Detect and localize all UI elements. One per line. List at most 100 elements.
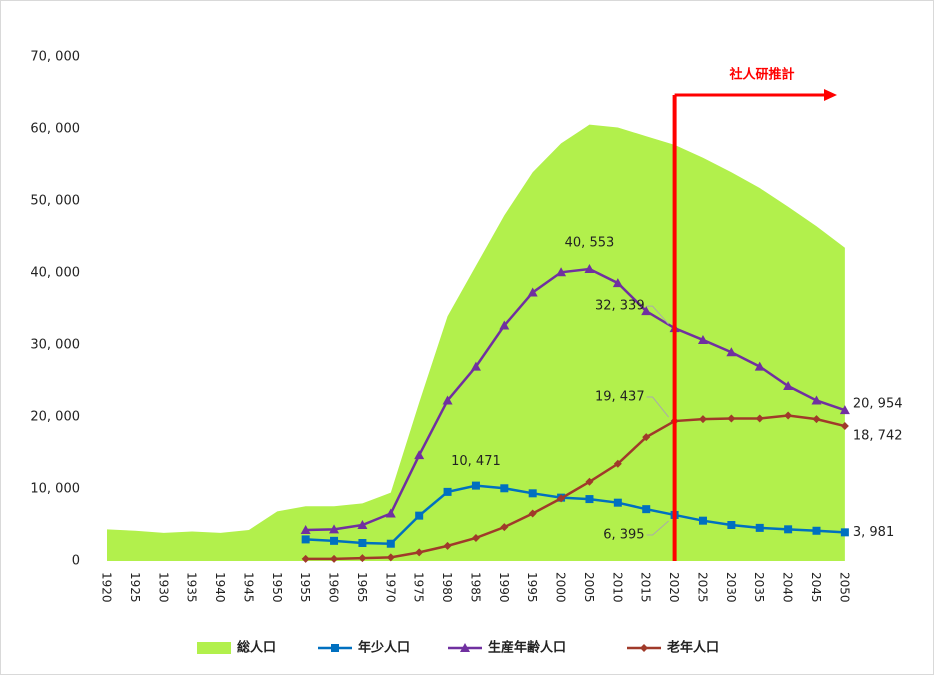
marker bbox=[698, 516, 707, 525]
marker bbox=[470, 361, 481, 371]
legend-swatch bbox=[197, 642, 231, 654]
marker bbox=[727, 521, 736, 529]
marker bbox=[330, 536, 339, 545]
x-tick-label: 1935 bbox=[185, 572, 199, 603]
x-tick-label: 2015 bbox=[639, 572, 653, 603]
marker bbox=[783, 381, 794, 391]
marker bbox=[301, 554, 310, 563]
marker bbox=[584, 264, 595, 274]
marker bbox=[385, 508, 396, 518]
marker bbox=[386, 553, 395, 562]
x-tick-label: 1975 bbox=[412, 572, 426, 603]
legend-label: 老年人口 bbox=[666, 640, 719, 656]
x-tick-label: 1960 bbox=[327, 572, 341, 603]
marker bbox=[784, 525, 793, 534]
data-label: 10, 471 bbox=[451, 454, 501, 469]
marker bbox=[811, 395, 822, 405]
marker bbox=[755, 414, 764, 423]
data-label: 6, 395 bbox=[603, 527, 644, 542]
marker bbox=[812, 526, 821, 535]
legend-label: 年少人口 bbox=[358, 640, 410, 656]
legend-label: 総人口 bbox=[237, 640, 276, 656]
y-tick-label: 50, 000 bbox=[30, 194, 80, 209]
marker bbox=[301, 535, 310, 544]
x-tick-label: 1930 bbox=[156, 572, 170, 603]
marker bbox=[839, 405, 850, 415]
marker bbox=[697, 334, 708, 344]
line bbox=[305, 484, 845, 545]
marker bbox=[698, 415, 707, 424]
marker bbox=[471, 481, 480, 490]
x-tick-label: 1945 bbox=[241, 572, 255, 603]
y-tick-label: 0 bbox=[72, 554, 80, 569]
marker bbox=[471, 533, 480, 542]
x-tick-label: 2030 bbox=[724, 572, 738, 603]
leader-line bbox=[646, 305, 669, 325]
y-tick-label: 30, 000 bbox=[30, 338, 80, 353]
marker bbox=[613, 459, 622, 468]
marker bbox=[329, 524, 340, 534]
marker bbox=[840, 422, 849, 431]
x-tick-label: 1970 bbox=[383, 572, 397, 603]
marker bbox=[500, 523, 509, 532]
x-tick-label: 2035 bbox=[752, 572, 766, 603]
x-tick-label: 1965 bbox=[355, 572, 369, 603]
data-label: 20, 954 bbox=[853, 397, 903, 412]
legend-marker bbox=[640, 644, 648, 652]
x-tick-label: 2040 bbox=[781, 572, 795, 603]
x-tick-label: 1940 bbox=[213, 572, 227, 603]
y-tick-label: 70, 000 bbox=[30, 50, 80, 65]
leader-line bbox=[646, 520, 669, 536]
data-label: 19, 437 bbox=[595, 390, 645, 405]
marker bbox=[386, 539, 395, 548]
marker bbox=[840, 528, 849, 537]
legend-marker bbox=[460, 643, 470, 652]
x-tick-label: 1950 bbox=[270, 572, 284, 603]
data-label: 18, 742 bbox=[853, 429, 903, 444]
data-label: 32, 339 bbox=[595, 299, 645, 314]
x-tick-label: 1985 bbox=[468, 572, 482, 603]
data-label: 40, 553 bbox=[565, 236, 615, 251]
marker bbox=[442, 395, 453, 405]
marker bbox=[415, 548, 424, 557]
marker bbox=[585, 477, 594, 486]
marker bbox=[499, 320, 510, 330]
marker bbox=[754, 361, 765, 371]
marker bbox=[300, 525, 311, 535]
line bbox=[305, 267, 846, 532]
x-tick-label: 2005 bbox=[582, 572, 596, 603]
x-tick-label: 2000 bbox=[554, 572, 568, 603]
marker bbox=[784, 411, 793, 420]
x-tick-label: 2025 bbox=[695, 572, 709, 603]
leader-line bbox=[646, 396, 669, 418]
marker bbox=[612, 278, 623, 288]
marker bbox=[414, 450, 425, 460]
x-tick-label: 1990 bbox=[497, 572, 511, 603]
x-tick-label: 1955 bbox=[298, 572, 312, 603]
marker bbox=[330, 554, 339, 563]
x-tick-label: 2020 bbox=[667, 572, 681, 603]
x-tick-label: 2050 bbox=[837, 572, 851, 603]
annotation-arrowhead bbox=[824, 89, 837, 101]
marker bbox=[642, 433, 651, 442]
marker bbox=[358, 539, 367, 547]
x-tick-label: 2045 bbox=[809, 572, 823, 603]
marker bbox=[528, 509, 537, 518]
marker bbox=[613, 498, 622, 507]
area bbox=[107, 124, 845, 562]
x-tick-label: 2010 bbox=[610, 572, 624, 603]
y-tick-label: 10, 000 bbox=[30, 482, 80, 497]
marker bbox=[415, 511, 424, 520]
marker bbox=[557, 494, 566, 503]
marker bbox=[642, 505, 651, 514]
line bbox=[305, 414, 846, 561]
marker bbox=[357, 520, 368, 529]
marker bbox=[358, 554, 367, 563]
marker bbox=[500, 484, 509, 493]
data-label: 3, 981 bbox=[853, 525, 894, 540]
legend-marker bbox=[331, 644, 339, 652]
marker bbox=[527, 287, 538, 297]
x-tick-label: 1920 bbox=[100, 572, 114, 603]
marker bbox=[726, 347, 737, 357]
